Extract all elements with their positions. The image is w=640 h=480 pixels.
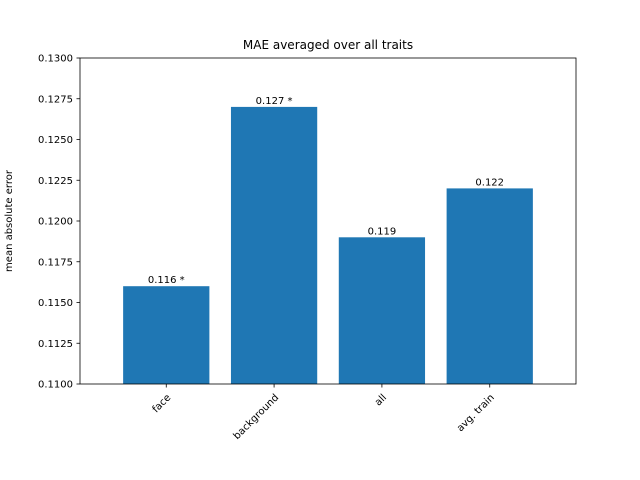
bar-background bbox=[230, 106, 318, 385]
y-tick-label: 0.1200 bbox=[38, 217, 73, 228]
x-tick-label: background bbox=[232, 392, 282, 442]
data-label: 0.122 bbox=[475, 177, 504, 188]
data-label: 0.119 bbox=[368, 226, 397, 237]
bar-all bbox=[338, 237, 426, 384]
data-label: 0.116 * bbox=[148, 275, 185, 286]
y-tick-label: 0.1225 bbox=[38, 176, 73, 187]
x-axis-ticks: face background all avg. train bbox=[151, 384, 497, 442]
y-tick-label: 0.1250 bbox=[38, 135, 73, 146]
data-label: 0.127 * bbox=[256, 96, 293, 107]
data-labels-group: 0.116 * 0.127 * 0.119 0.122 bbox=[148, 96, 504, 286]
y-tick-label: 0.1150 bbox=[38, 298, 73, 309]
x-tick-label: avg. train bbox=[455, 392, 497, 434]
y-tick-label: 0.1100 bbox=[38, 380, 73, 391]
y-tick-label: 0.1125 bbox=[38, 339, 73, 350]
y-tick-label: 0.1275 bbox=[38, 94, 73, 105]
y-tick-label: 0.1300 bbox=[38, 54, 73, 65]
chart-title: MAE averaged over all traits bbox=[243, 38, 413, 52]
y-tick-label: 0.1175 bbox=[38, 257, 73, 268]
y-axis-ticks: 0.1100 0.1125 0.1150 0.1175 0.1200 0.1225 0.12… bbox=[38, 54, 80, 391]
bar-avg-train bbox=[446, 188, 533, 384]
plot-frame bbox=[79, 57, 577, 385]
x-tick-label: all bbox=[373, 392, 389, 408]
x-tick-label: face bbox=[151, 392, 174, 415]
bars-group bbox=[123, 106, 533, 385]
y-axis-label: mean absolute error bbox=[4, 169, 15, 272]
bar-face bbox=[123, 286, 210, 384]
